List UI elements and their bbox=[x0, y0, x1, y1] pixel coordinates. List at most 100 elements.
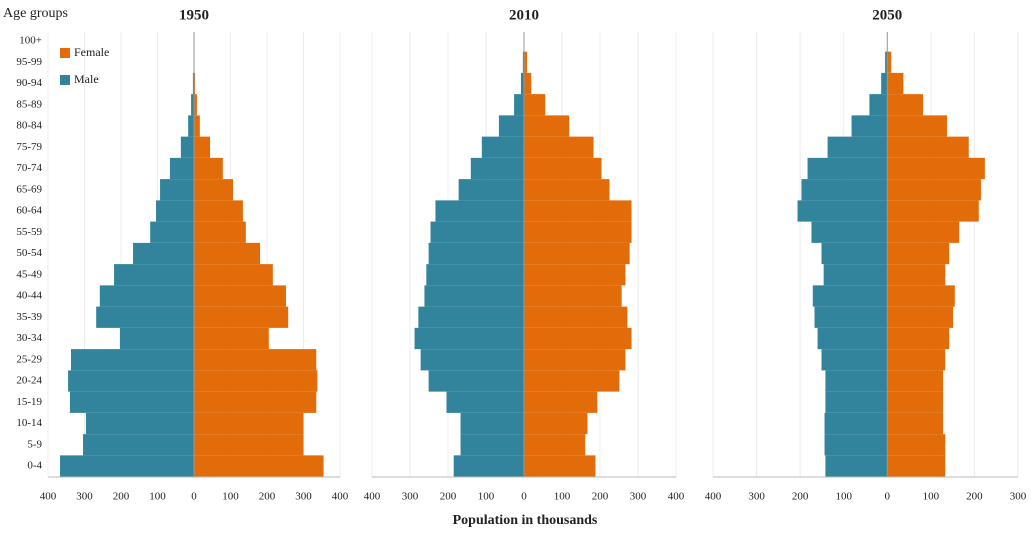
x-tick-label: 200 bbox=[592, 491, 609, 503]
bar bbox=[827, 136, 888, 158]
x-tick-label: 100 bbox=[923, 491, 940, 503]
bar bbox=[524, 221, 632, 243]
bar bbox=[114, 264, 194, 286]
bar bbox=[520, 72, 524, 95]
bar bbox=[70, 349, 194, 371]
bar bbox=[881, 72, 888, 95]
bar bbox=[453, 455, 524, 477]
bar bbox=[823, 264, 888, 286]
bar bbox=[99, 285, 194, 307]
bar bbox=[470, 157, 524, 180]
bar bbox=[885, 51, 888, 73]
x-tick-label: 300 bbox=[630, 491, 647, 503]
bar bbox=[418, 306, 524, 328]
bar bbox=[887, 391, 944, 413]
x-tick-label: 100 bbox=[478, 491, 495, 503]
bar bbox=[887, 349, 946, 371]
bar bbox=[887, 136, 969, 158]
bar bbox=[194, 434, 304, 456]
bar bbox=[887, 285, 955, 307]
x-tick-label: 0 bbox=[885, 491, 891, 503]
bar bbox=[194, 391, 317, 413]
bar bbox=[194, 327, 269, 350]
bar bbox=[460, 434, 524, 456]
bar bbox=[522, 51, 524, 73]
bar bbox=[458, 179, 524, 201]
x-tick-label: 200 bbox=[113, 491, 130, 503]
bar bbox=[194, 115, 200, 137]
y-tick-label: 75-79 bbox=[16, 141, 42, 153]
y-axis-label: Age groups bbox=[3, 6, 68, 21]
bar bbox=[156, 200, 194, 222]
bar bbox=[194, 221, 246, 243]
x-tick-label: 100 bbox=[149, 491, 166, 503]
y-tick-label: 65-69 bbox=[16, 183, 42, 195]
bar bbox=[435, 200, 524, 222]
bar bbox=[430, 221, 524, 243]
bar bbox=[524, 370, 620, 392]
bar bbox=[524, 94, 546, 116]
y-tick-label: 10-14 bbox=[16, 417, 42, 429]
x-tick-label: 200 bbox=[440, 491, 457, 503]
chart-title: 1950 bbox=[179, 7, 209, 23]
bar bbox=[194, 157, 223, 180]
bar bbox=[460, 412, 524, 435]
bar bbox=[194, 94, 197, 116]
bar bbox=[60, 455, 194, 477]
bar bbox=[524, 327, 632, 350]
x-tick-label: 300 bbox=[1010, 491, 1027, 503]
bar bbox=[191, 94, 194, 116]
chart-title: 2050 bbox=[872, 7, 902, 23]
y-tick-label: 60-64 bbox=[16, 205, 42, 217]
bar bbox=[524, 306, 628, 328]
y-tick-label: 20-24 bbox=[16, 375, 42, 387]
bar bbox=[194, 264, 273, 286]
legend-label: Male bbox=[74, 72, 99, 86]
bar bbox=[524, 264, 626, 286]
bar bbox=[68, 370, 194, 392]
bar bbox=[414, 327, 524, 350]
x-axis-label: Population in thousands bbox=[453, 513, 598, 528]
bar bbox=[887, 157, 985, 180]
bar bbox=[797, 200, 888, 222]
bar bbox=[446, 391, 524, 413]
y-tick-label: 30-34 bbox=[16, 332, 42, 344]
x-tick-label: 300 bbox=[295, 491, 312, 503]
bar bbox=[524, 285, 622, 307]
legend-label: Female bbox=[74, 45, 109, 59]
bar bbox=[194, 72, 196, 95]
bar bbox=[194, 136, 211, 158]
bar bbox=[150, 221, 194, 243]
bar bbox=[194, 306, 289, 328]
legend-swatch bbox=[60, 48, 70, 58]
y-tick-label: 90-94 bbox=[16, 77, 42, 89]
bar bbox=[160, 179, 194, 201]
bar bbox=[887, 306, 954, 328]
bar bbox=[825, 370, 888, 392]
bar bbox=[524, 391, 598, 413]
x-tick-label: 100 bbox=[554, 491, 571, 503]
bar bbox=[814, 306, 888, 328]
bar bbox=[192, 72, 194, 95]
bar bbox=[194, 412, 304, 435]
bar bbox=[524, 136, 594, 158]
bar bbox=[524, 200, 632, 222]
bar bbox=[807, 157, 888, 180]
bar bbox=[194, 370, 318, 392]
bar bbox=[119, 327, 194, 350]
bar bbox=[887, 434, 946, 456]
bar bbox=[69, 391, 194, 413]
bar bbox=[133, 242, 194, 265]
bar bbox=[887, 242, 950, 265]
y-tick-label: 35-39 bbox=[16, 311, 42, 323]
bar bbox=[821, 349, 888, 371]
y-tick-label: 55-59 bbox=[16, 226, 42, 238]
legend-swatch bbox=[60, 75, 70, 85]
y-tick-label: 45-49 bbox=[16, 268, 42, 280]
bar bbox=[811, 221, 888, 243]
bar bbox=[887, 115, 947, 137]
x-tick-label: 300 bbox=[748, 491, 765, 503]
x-tick-label: 400 bbox=[705, 491, 722, 503]
bar bbox=[524, 412, 588, 435]
